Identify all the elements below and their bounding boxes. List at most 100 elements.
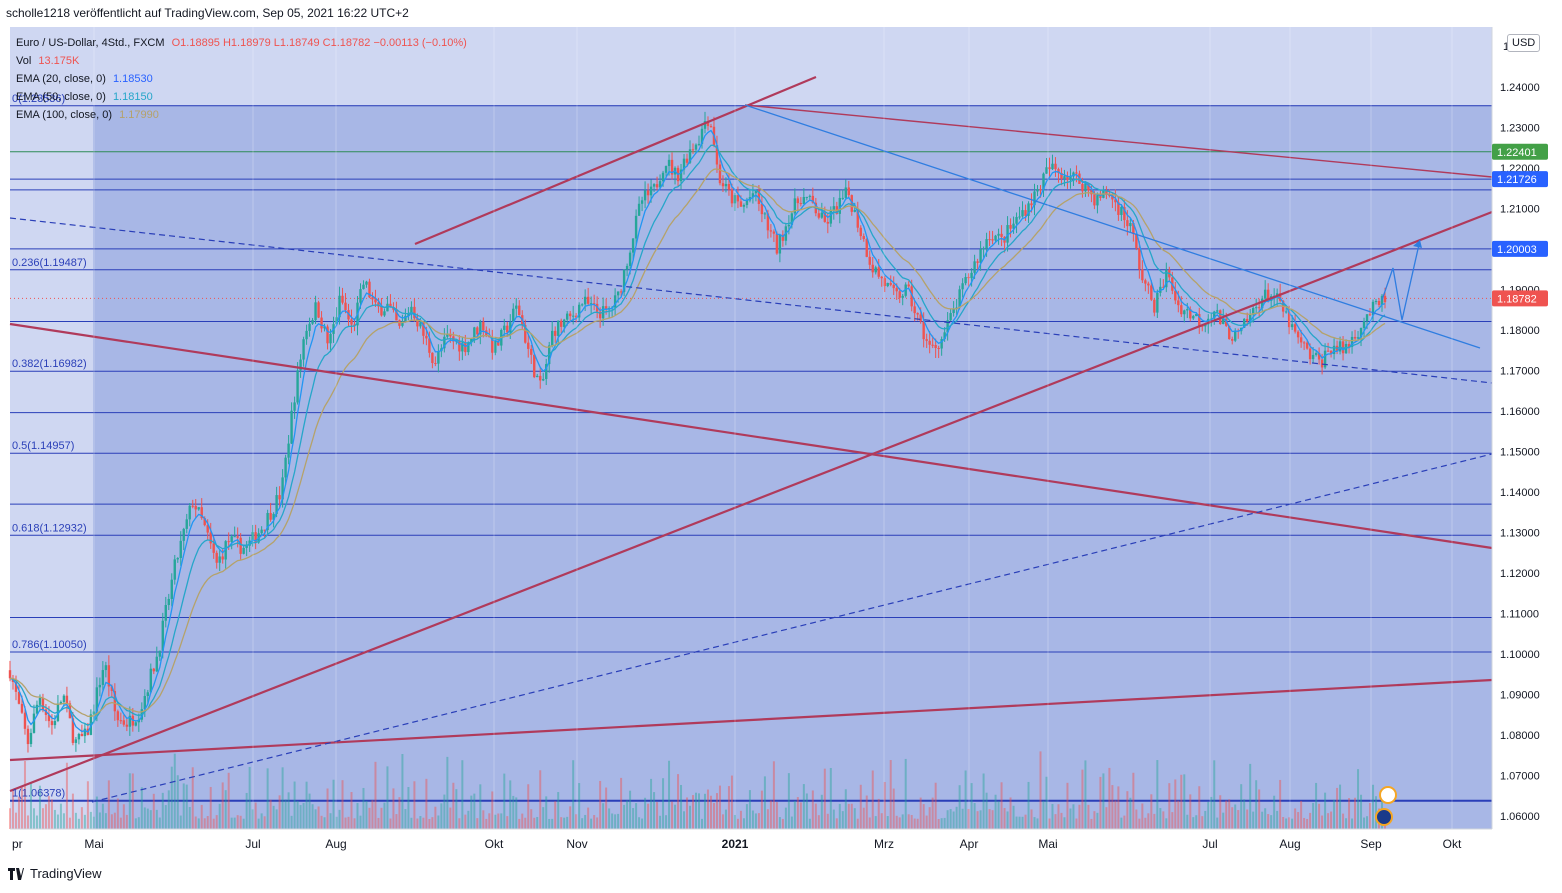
volume-bar	[380, 807, 383, 829]
trend-red-rising[interactable]	[9, 210, 1493, 793]
volume-bar	[107, 780, 110, 829]
candle-body	[470, 338, 473, 343]
ema100-line[interactable]	[9, 168, 1386, 718]
volume-bar	[233, 817, 236, 829]
volume-bar	[263, 816, 266, 829]
volume-bar	[242, 818, 245, 829]
volume-bar	[1159, 808, 1162, 829]
volume-bar	[1258, 789, 1261, 829]
candle-body	[1036, 189, 1039, 192]
legend-ema50-row[interactable]: EMA (50, close, 0) 1.18150	[16, 88, 467, 106]
candle-body	[434, 363, 437, 365]
candle-body	[176, 557, 179, 560]
volume-bar	[814, 803, 817, 829]
candle-body	[841, 197, 844, 199]
volume-bar	[1078, 804, 1081, 829]
candle-body	[1234, 330, 1237, 341]
footer: TradingView	[8, 866, 102, 881]
time-tick-label: Aug	[325, 837, 346, 851]
candle-body	[916, 313, 919, 315]
candle-body	[407, 314, 410, 316]
candle-body	[646, 190, 650, 196]
candle-body	[691, 149, 695, 151]
candle-body	[1177, 300, 1180, 306]
volume-bar	[1036, 818, 1039, 829]
trend-blue-dashed-rising[interactable]	[91, 453, 1493, 803]
candle-body	[1308, 348, 1312, 360]
candle-body	[239, 537, 242, 554]
legend-vol-row[interactable]: Vol 13.175K	[16, 52, 467, 70]
legend-ema20-row[interactable]: EMA (20, close, 0) 1.18530	[16, 70, 467, 88]
time-tick-label: Mai	[84, 837, 103, 851]
volume-bar	[38, 785, 41, 829]
trend-red-falling[interactable]	[9, 322, 1493, 550]
volume-bar	[386, 766, 389, 829]
volume-bar	[886, 816, 889, 829]
volume-bar	[745, 804, 748, 829]
ema50-line[interactable]	[9, 144, 1386, 726]
trend-red-top-falling[interactable]	[744, 104, 1493, 178]
candle-body	[988, 239, 991, 241]
eu-flag-icon[interactable]	[1375, 808, 1393, 826]
fib-labels: 0(1.23536) 0.236(1.19487) 0.382(1.16982) 0.…	[12, 93, 87, 800]
candle-body	[278, 495, 281, 500]
volume-bar	[65, 762, 68, 829]
candle-body	[326, 326, 329, 344]
projected-path[interactable]	[1381, 239, 1421, 321]
volume-bar	[98, 812, 101, 829]
candle-body	[664, 166, 668, 173]
candle-body	[128, 715, 132, 727]
candle-body	[227, 541, 230, 543]
candle-body	[302, 339, 305, 360]
volume-bar	[569, 806, 572, 829]
volume-bar	[143, 807, 146, 829]
volume-bar	[485, 818, 488, 829]
volume-bar	[581, 818, 584, 829]
volume-bar	[721, 814, 724, 829]
volume-bar	[829, 767, 832, 829]
candle-body	[503, 325, 506, 330]
candle-body	[320, 317, 323, 329]
volume-bar	[647, 803, 650, 829]
volume-bar	[683, 811, 686, 829]
legend-symbol-row[interactable]: Euro / US-Dollar, 4Std., FXCM O1.18895 H…	[16, 34, 467, 52]
volume-bar	[754, 813, 757, 829]
candle-body	[275, 495, 278, 514]
volume-bar	[224, 790, 227, 829]
candle-body	[527, 342, 530, 349]
fib-level-label: 0.5(1.14957)	[12, 440, 74, 452]
volume-bar	[1045, 776, 1048, 829]
trend-blue-falling[interactable]	[744, 104, 1481, 349]
candle-body	[997, 233, 1000, 236]
candle-body	[311, 320, 314, 324]
fib-level-label: 0(1.23536)	[12, 93, 65, 105]
trend-blue-dashed-falling[interactable]	[9, 217, 1493, 384]
volume-bar	[578, 783, 581, 829]
candle-body	[8, 670, 12, 679]
currency-button[interactable]: USD	[1507, 34, 1541, 52]
volume-bar	[464, 814, 467, 829]
trend-red-bottom[interactable]	[9, 678, 1493, 762]
volume-bar	[26, 815, 29, 829]
volume-bar	[853, 808, 856, 829]
volume-bar	[482, 810, 485, 829]
candle-body	[994, 235, 997, 241]
event-flags[interactable]	[1375, 786, 1397, 826]
candle-body	[26, 728, 30, 745]
candle-body	[559, 320, 563, 327]
volume-bar	[1132, 772, 1135, 829]
volume-bar	[194, 816, 197, 829]
volume-bar	[365, 800, 368, 829]
volume-bar	[686, 797, 689, 829]
candle-body	[1093, 194, 1096, 206]
us-flag-icon[interactable]	[1379, 786, 1397, 804]
legend-ema100-row[interactable]: EMA (100, close, 0) 1.17990	[16, 106, 467, 124]
volume-bar	[425, 778, 428, 829]
candle-body	[497, 340, 500, 346]
candle-body	[838, 197, 841, 214]
time-tick-label: Mrz	[874, 837, 894, 851]
volume-bar	[524, 817, 527, 829]
ema20-line[interactable]	[9, 129, 1386, 733]
candle-body	[1105, 190, 1108, 195]
